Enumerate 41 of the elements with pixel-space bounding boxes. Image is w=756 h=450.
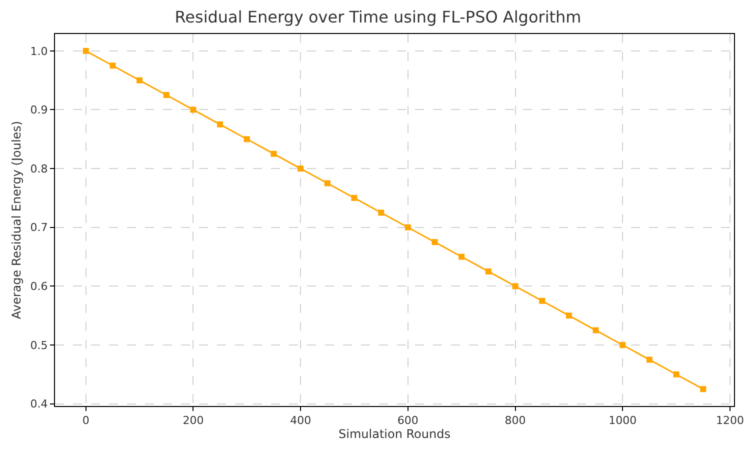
x-tick-label: 400 xyxy=(290,414,312,428)
point xyxy=(700,386,706,392)
x-tick-label: 1000 xyxy=(608,414,637,428)
y-tick-label: 0.8 xyxy=(30,162,48,176)
x-tick-label: 0 xyxy=(82,414,90,428)
point xyxy=(244,136,250,142)
point xyxy=(673,371,680,378)
point xyxy=(270,150,277,157)
y-tick-label: 0.6 xyxy=(30,280,48,294)
point xyxy=(404,224,411,230)
y-tick-label: 0.4 xyxy=(30,398,48,411)
point xyxy=(458,254,465,260)
x-tick-label: 600 xyxy=(397,414,418,428)
point xyxy=(190,106,196,113)
point xyxy=(163,92,170,98)
point xyxy=(485,268,492,274)
point xyxy=(432,239,438,246)
point xyxy=(378,210,384,216)
y-axis-title: Average Residual Energy (Joules) xyxy=(10,120,24,320)
point xyxy=(566,312,572,319)
x-tick-label: 200 xyxy=(182,414,204,428)
point xyxy=(646,356,652,363)
y-tick-label: 1.0 xyxy=(30,44,48,58)
point xyxy=(82,48,89,54)
point xyxy=(351,194,358,201)
point xyxy=(110,62,116,69)
x-tick-label: 800 xyxy=(504,414,526,428)
point xyxy=(324,180,330,186)
point xyxy=(217,121,224,128)
chart-title: Residual Energy over Time using FL-PSO Algorithm xyxy=(174,7,582,26)
point xyxy=(592,327,599,334)
point xyxy=(512,283,518,290)
x-axis-title: Simulation Rounds xyxy=(338,427,450,442)
y-tick-label: 0.7 xyxy=(30,221,48,234)
point xyxy=(298,166,304,172)
y-tick-label: 0.9 xyxy=(30,104,48,117)
x-tick-label: 1200 xyxy=(716,414,744,428)
point xyxy=(136,77,143,84)
y-tick-label: 0.5 xyxy=(30,338,48,352)
point xyxy=(620,342,626,348)
point xyxy=(539,298,546,304)
